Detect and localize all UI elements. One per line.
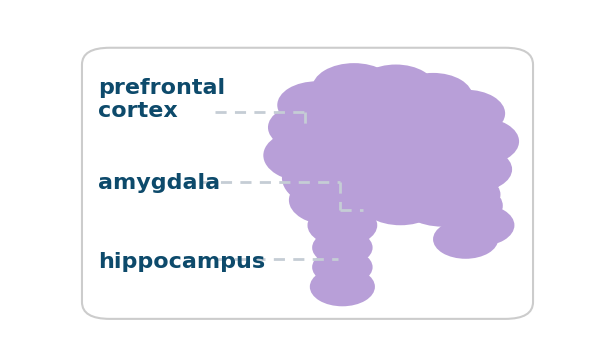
Circle shape [293, 119, 415, 192]
FancyBboxPatch shape [82, 48, 533, 319]
Circle shape [396, 116, 498, 178]
Text: amygdala: amygdala [98, 173, 220, 193]
Text: prefrontal
cortex: prefrontal cortex [98, 78, 226, 121]
Circle shape [322, 164, 415, 220]
Circle shape [359, 175, 442, 225]
Circle shape [440, 118, 519, 165]
Circle shape [312, 229, 373, 266]
Circle shape [308, 204, 377, 246]
Circle shape [331, 125, 452, 197]
Circle shape [398, 174, 487, 227]
Circle shape [312, 63, 396, 114]
Circle shape [438, 147, 512, 192]
Circle shape [361, 101, 468, 165]
Circle shape [322, 94, 433, 161]
Circle shape [356, 65, 436, 112]
Circle shape [310, 267, 375, 306]
Circle shape [410, 147, 503, 203]
Circle shape [263, 129, 352, 182]
Circle shape [268, 104, 347, 151]
Circle shape [394, 73, 473, 121]
Circle shape [428, 183, 503, 228]
Text: hippocampus: hippocampus [98, 252, 265, 272]
Circle shape [433, 220, 498, 259]
Circle shape [426, 90, 505, 137]
Circle shape [312, 249, 373, 285]
Circle shape [431, 174, 500, 216]
Circle shape [284, 94, 396, 161]
Circle shape [368, 136, 479, 203]
Circle shape [277, 81, 356, 129]
Circle shape [445, 204, 514, 246]
Circle shape [282, 146, 389, 210]
Circle shape [289, 175, 373, 225]
